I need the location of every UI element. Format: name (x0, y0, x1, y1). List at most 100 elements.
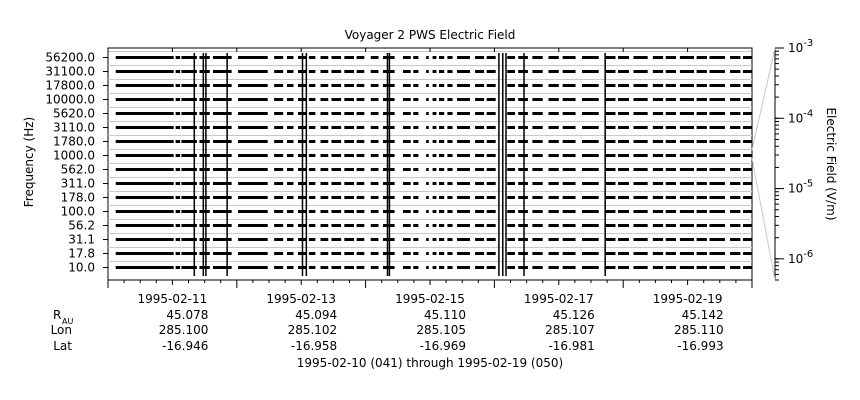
channel-trace-segment (742, 210, 752, 213)
channel-trace-segment (320, 154, 329, 157)
channel-trace-segment (665, 112, 676, 115)
channel-trace-segment (175, 224, 181, 227)
channel-trace-segment (447, 70, 453, 73)
channel-trace-segment (356, 98, 365, 101)
channel-trace-segment (618, 84, 629, 87)
channel-trace-segment (274, 182, 284, 185)
date-tick-label: 1995-02-11 (138, 292, 208, 306)
channel-trace-segment (652, 224, 664, 227)
channel-trace-segment (199, 112, 210, 115)
channel-trace-segment (447, 126, 453, 129)
channel-trace-segment (181, 84, 197, 87)
channel-trace-segment (274, 70, 284, 73)
channel-trace-segment (532, 168, 543, 171)
channel-trace-segment (742, 154, 752, 157)
channel-trace-segment (344, 266, 355, 269)
channel-trace-segment (709, 238, 725, 241)
channel-trace-segment (518, 70, 528, 73)
channel-trace-segment (548, 210, 559, 213)
channel-trace-segment (679, 182, 695, 185)
channel-trace-segment (665, 126, 676, 129)
channel-trace-segment (518, 126, 528, 129)
channel-trace-segment (618, 56, 629, 59)
channel-trace-segment (439, 210, 445, 213)
channel-trace-segment (320, 56, 329, 59)
channel-trace-segment (475, 196, 485, 199)
channel-trace-segment (696, 252, 707, 255)
channel-trace-segment (181, 266, 197, 269)
channel-trace-segment (426, 224, 429, 227)
chart-title: Voyager 2 PWS Electric Field (345, 28, 516, 42)
channel-trace-segment (331, 140, 342, 143)
ephemeris-value-r-au: 45.094 (295, 308, 337, 322)
channel-trace-segment (548, 182, 559, 185)
channel-trace-segment (432, 210, 437, 213)
frequency-tick-label: 5620.0 (53, 107, 95, 121)
channel-trace-segment (181, 140, 197, 143)
channel-trace-segment (652, 196, 664, 199)
channel-trace-segment (356, 168, 365, 171)
colorbar-tick-base: 10 (788, 182, 803, 196)
channel-trace-segment (370, 56, 379, 59)
channel-trace-segment (320, 98, 329, 101)
channel-trace-segment (402, 154, 411, 157)
channel-trace-segment (730, 56, 741, 59)
channel-trace-segment (331, 154, 342, 157)
channel-trace-segment (308, 98, 316, 101)
channel-trace-segment (344, 70, 355, 73)
channel-trace-segment (413, 84, 419, 87)
channel-trace-segment (426, 168, 429, 171)
channel-trace-segment (238, 224, 268, 227)
channel-trace-segment (181, 154, 197, 157)
channel-trace-segment (665, 266, 676, 269)
row-label-lon: Lon (51, 323, 72, 337)
channel-trace-segment (181, 70, 197, 73)
channel-trace-segment (370, 168, 379, 171)
channel-trace-segment (370, 112, 379, 115)
channel-trace-segment (507, 140, 516, 143)
channel-trace-segment (344, 56, 355, 59)
channel-trace-segment (532, 112, 543, 115)
channel-trace-segment (287, 154, 294, 157)
channel-trace-segment (486, 140, 496, 143)
channel-trace-segment (426, 98, 429, 101)
channel-trace-segment (320, 266, 329, 269)
channel-trace-segment (730, 112, 741, 115)
channel-trace-segment (212, 56, 232, 59)
channel-trace-segment (532, 252, 543, 255)
channel-trace-segment (181, 210, 197, 213)
colorbar-tick-base: 10 (788, 252, 803, 266)
channel-trace-segment (709, 252, 725, 255)
channel-trace-segment (652, 182, 664, 185)
channel-trace-segment (604, 224, 616, 227)
channel-trace-segment (633, 84, 648, 87)
channel-trace-segment (432, 182, 437, 185)
channel-trace-segment (475, 238, 485, 241)
ephemeris-value-lon: 285.105 (416, 323, 466, 337)
channel-trace-segment (238, 196, 268, 199)
channel-trace-segment (518, 224, 528, 227)
channel-trace-segment (356, 210, 365, 213)
channel-trace-segment (507, 210, 516, 213)
channel-trace-segment (709, 84, 725, 87)
channel-trace-segment (696, 182, 707, 185)
channel-trace-segment (709, 112, 725, 115)
channel-trace-segment (115, 84, 174, 87)
channel-trace-segment (447, 210, 453, 213)
channel-trace-segment (581, 98, 599, 101)
channel-trace-segment (581, 224, 599, 227)
channel-trace-segment (665, 252, 676, 255)
channel-trace-segment (439, 56, 445, 59)
channel-trace-segment (370, 140, 379, 143)
channel-trace-segment (287, 112, 294, 115)
channel-trace-segment (413, 56, 419, 59)
channel-trace-segment (679, 112, 695, 115)
channel-trace-segment (633, 112, 648, 115)
channel-trace-segment (212, 112, 232, 115)
channel-trace-segment (115, 98, 174, 101)
channel-trace-segment (181, 98, 197, 101)
channel-trace-segment (548, 84, 559, 87)
channel-trace-segment (370, 84, 379, 87)
channel-trace-segment (486, 238, 496, 241)
channel-trace-segment (370, 70, 379, 73)
